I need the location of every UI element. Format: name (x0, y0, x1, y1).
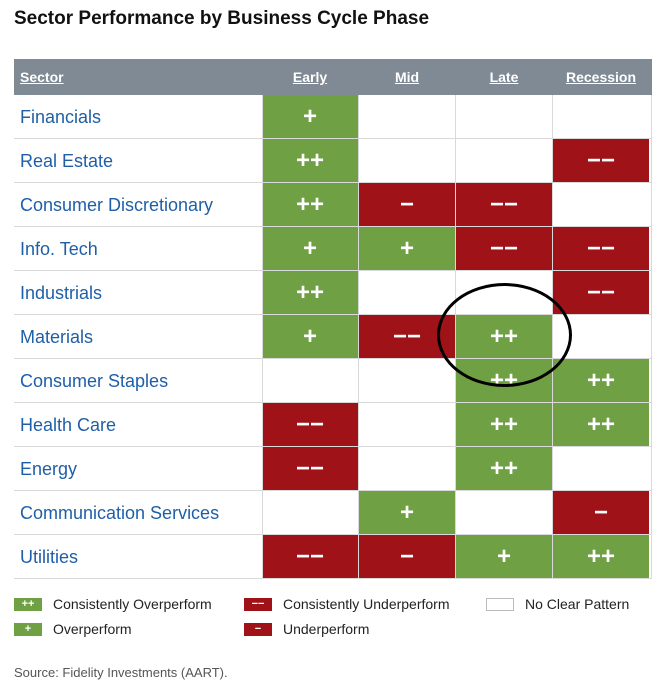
sector-label: Industrials (20, 283, 103, 303)
highlight-circle (437, 283, 572, 387)
legend-label: Overperform (53, 621, 132, 637)
cell-early: −− (262, 447, 358, 490)
table-row: Health Care −− ++ ++ (14, 403, 652, 447)
row-divider (14, 226, 652, 227)
header-early: Early (292, 69, 328, 85)
sector-label: Communication Services (20, 503, 220, 523)
cell-mid: − (359, 535, 455, 578)
row-divider (14, 446, 652, 447)
chart-title: Sector Performance by Business Cycle Pha… (14, 8, 430, 29)
cell-late (456, 139, 552, 182)
column-divider (651, 95, 652, 579)
sector-label: Materials (20, 327, 94, 347)
cell-recession: − (553, 491, 649, 534)
legend-swatch (486, 598, 514, 611)
cell-recession: ++ (553, 403, 649, 446)
source-note: Source: Fidelity Investments (AART). (14, 665, 228, 680)
cell-mid (359, 271, 455, 314)
sector-label: Consumer Discretionary (20, 195, 214, 215)
cell-early: −− (262, 535, 358, 578)
header-recession: Recession (565, 69, 637, 85)
sector-label: Info. Tech (20, 239, 98, 259)
table-header: Sector Early Mid Late Recession (14, 59, 652, 95)
row-divider (14, 182, 652, 183)
cell-recession (553, 447, 649, 490)
sector-label: Financials (20, 107, 102, 127)
table-row: Communication Services + − (14, 491, 652, 535)
cell-recession: −− (553, 227, 649, 270)
cell-early: + (262, 227, 358, 270)
legend-label: Consistently Underperform (283, 596, 450, 612)
legend: ++ Consistently Overperform −− Consistently… (14, 596, 654, 646)
legend-swatch: + (14, 623, 42, 636)
cell-mid (359, 403, 455, 446)
cell-early: ++ (262, 139, 358, 182)
cell-recession: −− (553, 139, 649, 182)
cell-early (262, 359, 358, 402)
table-row: Industrials ++ −− (14, 271, 652, 315)
header-sector: Sector (20, 69, 64, 85)
legend-label: Underperform (283, 621, 370, 637)
sector-label: Utilities (20, 547, 79, 567)
cell-mid (359, 139, 455, 182)
cell-mid: − (359, 183, 455, 226)
cell-late: −− (456, 227, 552, 270)
cell-mid (359, 447, 455, 490)
legend-label: No Clear Pattern (525, 596, 630, 612)
sector-label: Health Care (20, 415, 117, 435)
cell-mid: + (359, 227, 455, 270)
row-divider (14, 314, 652, 315)
cell-late (456, 491, 552, 534)
row-divider (14, 578, 652, 579)
column-divider (358, 95, 359, 579)
row-divider (14, 402, 652, 403)
cell-recession (553, 95, 649, 138)
legend-label: Consistently Overperform (53, 596, 212, 612)
table-row: Utilities −− − + ++ (14, 535, 652, 579)
cell-early: + (262, 315, 358, 358)
legend-swatch: −− (244, 598, 272, 611)
row-divider (14, 358, 652, 359)
cell-recession: −− (553, 271, 649, 314)
header-late: Late (489, 69, 519, 85)
table-row: Info. Tech + + −− −− (14, 227, 652, 271)
row-divider (14, 490, 652, 491)
table-row: Financials + (14, 95, 652, 139)
cell-recession (553, 183, 649, 226)
column-divider (262, 95, 263, 579)
table-row: Real Estate ++ −− (14, 139, 652, 183)
cell-late: −− (456, 183, 552, 226)
table-row: Consumer Discretionary ++ − −− (14, 183, 652, 227)
cell-early (262, 491, 358, 534)
sector-label: Energy (20, 459, 78, 479)
table-row: Energy −− ++ (14, 447, 652, 491)
legend-swatch: ++ (14, 598, 42, 611)
cell-late: + (456, 535, 552, 578)
cell-early: + (262, 95, 358, 138)
cell-late: ++ (456, 403, 552, 446)
cell-early: −− (262, 403, 358, 446)
header-mid: Mid (394, 69, 420, 85)
cell-mid (359, 95, 455, 138)
cell-recession: ++ (553, 359, 649, 402)
row-divider (14, 270, 652, 271)
sector-label: Consumer Staples (20, 371, 169, 391)
row-divider (14, 138, 652, 139)
legend-swatch: − (244, 623, 272, 636)
cell-recession: ++ (553, 535, 649, 578)
cell-late: ++ (456, 447, 552, 490)
cell-mid (359, 359, 455, 402)
cell-late (456, 95, 552, 138)
cell-mid: + (359, 491, 455, 534)
sector-label: Real Estate (20, 151, 114, 171)
cell-early: ++ (262, 183, 358, 226)
row-divider (14, 534, 652, 535)
cell-early: ++ (262, 271, 358, 314)
